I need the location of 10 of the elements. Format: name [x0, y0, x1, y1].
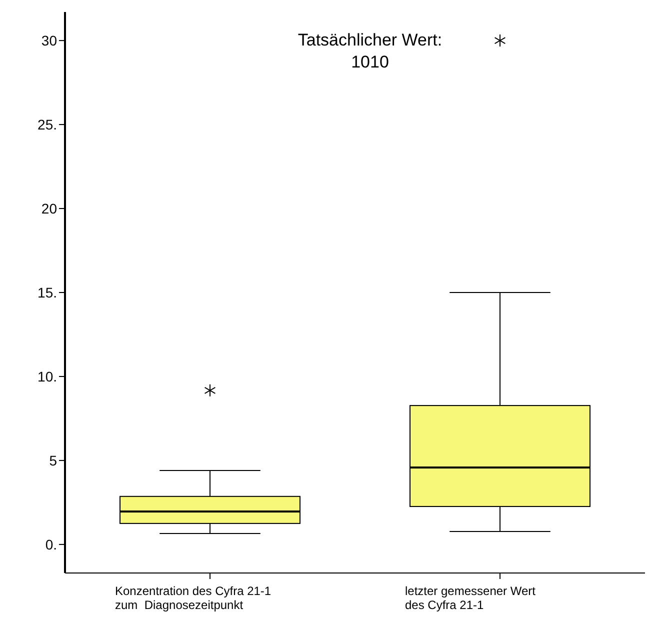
- y-tick-label: 5: [49, 452, 58, 468]
- annotation: Tatsächlicher Wert: 1010: [298, 30, 442, 72]
- y-tick-label: 15.: [38, 284, 57, 300]
- x-tick-label: letzter gemessener Wert des Cyfra 21-1: [405, 584, 536, 612]
- y-tick-label: 0.: [45, 536, 57, 552]
- y-tick-label: 25.: [38, 116, 57, 133]
- x-tick-label: Konzentration des Cyfra 21-1 zum Diagnosezeitpunkt: [115, 584, 272, 612]
- y-tick-label: 10.: [38, 368, 57, 384]
- y-tick-label: 20: [41, 200, 58, 216]
- y-tick-label: 30: [41, 32, 58, 49]
